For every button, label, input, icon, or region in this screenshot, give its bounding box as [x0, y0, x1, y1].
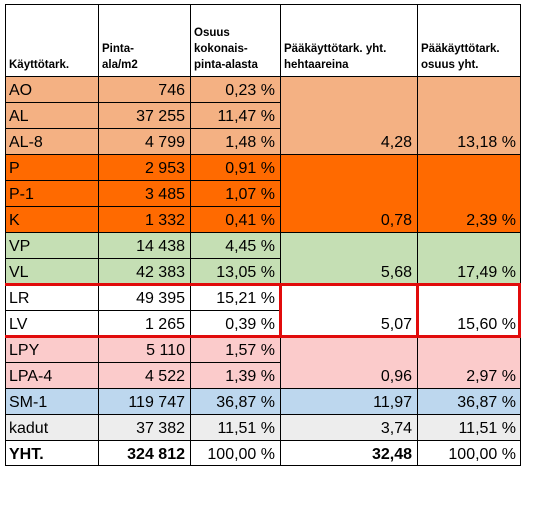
share-cell: 1,07 %	[190, 180, 280, 206]
share-cell: 4,45 %	[190, 232, 280, 258]
area-cell: 37 382	[98, 414, 190, 440]
usage-code-cell: P	[5, 154, 98, 180]
group-share-cell: 17,49 %	[417, 232, 521, 284]
grid-line	[280, 154, 521, 155]
grid-line	[5, 154, 280, 155]
usage-code-cell: SM-1	[5, 388, 98, 414]
grid-line	[417, 4, 418, 466]
area-cell: 119 747	[98, 388, 190, 414]
header-usage: Käyttötark.	[9, 59, 70, 71]
group-hectares-cell: 3,74	[280, 414, 417, 440]
total-hectares: 32,48	[371, 446, 412, 463]
area-cell: 4 522	[98, 362, 190, 388]
usage-code-cell: AL	[5, 102, 98, 128]
highlight-border	[5, 283, 521, 286]
grid-line	[5, 4, 6, 466]
share-cell: 1,57 %	[190, 336, 280, 362]
share-cell: 1,39 %	[190, 362, 280, 388]
total-area: 324 812	[127, 446, 185, 463]
grid-line	[5, 232, 280, 233]
usage-code-cell: K	[5, 206, 98, 232]
group-share-cell: 15,60 %	[417, 284, 521, 336]
share-cell: 36,87 %	[190, 388, 280, 414]
share-cell: 0,23 %	[190, 76, 280, 102]
group-share-cell: 11,51 %	[417, 414, 521, 440]
grid-line	[190, 4, 191, 466]
area-cell: 3 485	[98, 180, 190, 206]
share-cell: 11,51 %	[190, 414, 280, 440]
area-cell: 5 110	[98, 336, 190, 362]
area-cell: 1 332	[98, 206, 190, 232]
area-cell: 49 395	[98, 284, 190, 310]
total-group-share: 100,00 %	[448, 446, 516, 463]
land-use-table: Käyttötark. Pinta- ala/m2 Osuus kokonais- …	[5, 4, 521, 506]
grid-line	[280, 232, 521, 233]
grid-line	[280, 4, 281, 466]
area-cell: 42 383	[98, 258, 190, 284]
group-share-cell: 36,87 %	[417, 388, 521, 414]
group-share-cell: 2,97 %	[417, 336, 521, 388]
highlight-border	[5, 335, 521, 338]
grid-line	[5, 362, 280, 363]
usage-code-cell: AO	[5, 76, 98, 102]
area-cell: 14 438	[98, 232, 190, 258]
group-hectares-cell: 11,97	[280, 388, 417, 414]
grid-line	[280, 414, 521, 415]
usage-code-cell: AL-8	[5, 128, 98, 154]
grid-line	[5, 258, 280, 259]
usage-code-cell: kadut	[5, 414, 98, 440]
share-cell: 13,05 %	[190, 258, 280, 284]
grid-line	[280, 388, 521, 389]
area-cell: 4 799	[98, 128, 190, 154]
grid-line	[98, 4, 99, 466]
highlight-border	[416, 283, 419, 338]
grid-line	[5, 180, 280, 181]
highlight-border	[279, 283, 282, 338]
usage-code-cell: VL	[5, 258, 98, 284]
grid-line	[5, 414, 280, 415]
usage-code-cell: VP	[5, 232, 98, 258]
total-share: 100,00 %	[207, 446, 275, 463]
grid-line	[5, 440, 521, 441]
usage-code-cell: LPA-4	[5, 362, 98, 388]
group-share-cell: 13,18 %	[417, 76, 521, 154]
group-hectares-cell: 0,96	[280, 336, 417, 388]
share-cell: 0,41 %	[190, 206, 280, 232]
area-cell: 746	[98, 76, 190, 102]
share-cell: 0,91 %	[190, 154, 280, 180]
grid-line	[5, 310, 280, 311]
grid-line	[5, 4, 521, 5]
usage-code-cell: LV	[5, 310, 98, 336]
group-hectares-cell: 5,68	[280, 232, 417, 284]
header-area: Pinta- ala/m2	[102, 43, 138, 71]
grid-line	[5, 76, 521, 77]
share-cell: 15,21 %	[190, 284, 280, 310]
group-hectares-cell: 4,28	[280, 76, 417, 154]
header-share: Osuus kokonais- pinta-alasta	[194, 27, 258, 71]
grid-line	[280, 76, 521, 77]
total-label: YHT.	[9, 446, 44, 463]
share-cell: 1,48 %	[190, 128, 280, 154]
group-hectares-cell: 5,07	[280, 284, 417, 336]
header-hectares: Pääkäyttötark. yht. hehtaareina	[284, 43, 387, 71]
share-cell: 0,39 %	[190, 310, 280, 336]
grid-line	[520, 4, 521, 466]
header-group-share: Pääkäyttötark. osuus yht.	[421, 43, 500, 71]
usage-code-cell: LPY	[5, 336, 98, 362]
group-share-cell: 2,39 %	[417, 154, 521, 232]
highlight-border	[518, 283, 521, 338]
area-cell: 2 953	[98, 154, 190, 180]
grid-line	[5, 465, 521, 466]
usage-code-cell: LR	[5, 284, 98, 310]
grid-line	[5, 206, 280, 207]
area-cell: 1 265	[98, 310, 190, 336]
group-hectares-cell: 0,78	[280, 154, 417, 232]
grid-line	[5, 102, 280, 103]
grid-line	[5, 128, 280, 129]
usage-code-cell: P-1	[5, 180, 98, 206]
grid-line	[5, 388, 280, 389]
share-cell: 11,47 %	[190, 102, 280, 128]
area-cell: 37 255	[98, 102, 190, 128]
